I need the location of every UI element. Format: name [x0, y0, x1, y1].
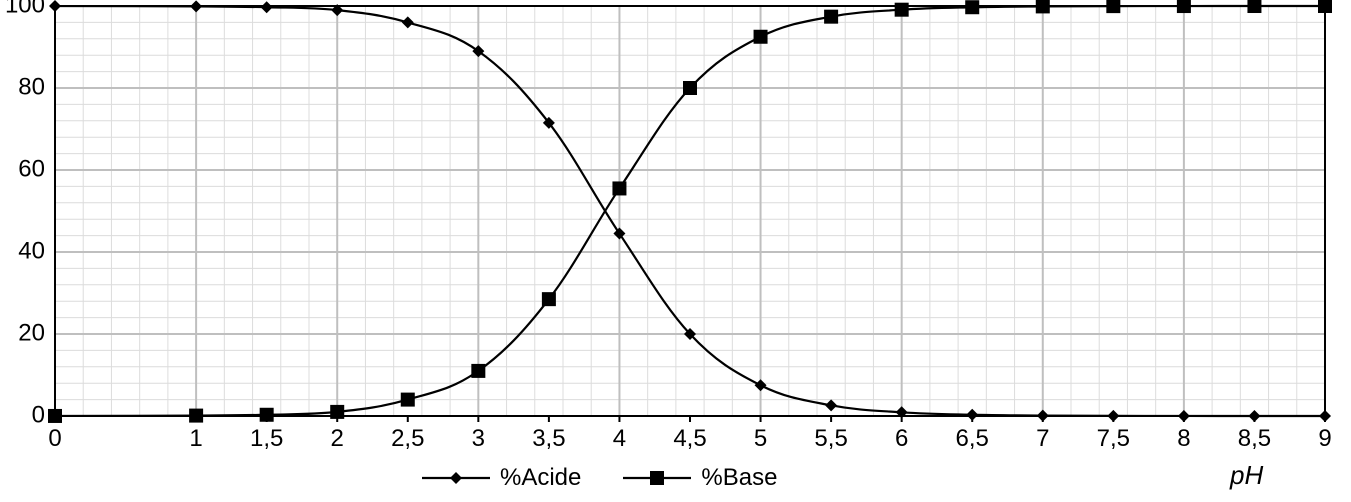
- legend-label-base: %Base: [701, 464, 777, 492]
- svg-text:9: 9: [1318, 425, 1331, 452]
- svg-text:8: 8: [1177, 425, 1190, 452]
- svg-text:4: 4: [613, 425, 626, 452]
- distribution-chart: 0 20 40 60 80 100 0 1 1,5 2 2,5 3 3,5 4 4,5 5 5,5 6 6,5 7 7,…: [0, 0, 1351, 502]
- svg-text:80: 80: [18, 73, 45, 100]
- svg-text:0: 0: [32, 401, 45, 428]
- diamond-marker-icon: [420, 466, 492, 490]
- svg-text:4,5: 4,5: [673, 425, 706, 452]
- square-marker-icon: [621, 466, 693, 490]
- legend-item-acide: %Acide: [420, 464, 581, 492]
- svg-text:40: 40: [18, 237, 45, 264]
- svg-text:60: 60: [18, 155, 45, 182]
- svg-text:1: 1: [189, 425, 202, 452]
- svg-text:8,5: 8,5: [1238, 425, 1271, 452]
- svg-text:6,5: 6,5: [956, 425, 989, 452]
- svg-text:5,5: 5,5: [814, 425, 847, 452]
- svg-text:5: 5: [754, 425, 767, 452]
- svg-text:2: 2: [331, 425, 344, 452]
- svg-text:0: 0: [48, 425, 61, 452]
- legend: %Acide %Base: [420, 464, 777, 492]
- svg-text:20: 20: [18, 319, 45, 346]
- x-axis-label: pH: [1230, 460, 1263, 491]
- svg-text:2,5: 2,5: [391, 425, 424, 452]
- svg-text:1,5: 1,5: [250, 425, 283, 452]
- chart-container: 0 20 40 60 80 100 0 1 1,5 2 2,5 3 3,5 4 4,5 5 5,5 6 6,5 7 7,…: [0, 0, 1351, 502]
- svg-text:7: 7: [1036, 425, 1049, 452]
- svg-text:7,5: 7,5: [1097, 425, 1130, 452]
- svg-text:100: 100: [5, 0, 45, 18]
- svg-text:3,5: 3,5: [532, 425, 565, 452]
- svg-text:3: 3: [472, 425, 485, 452]
- svg-text:6: 6: [895, 425, 908, 452]
- legend-item-base: %Base: [621, 464, 777, 492]
- legend-label-acide: %Acide: [500, 464, 581, 492]
